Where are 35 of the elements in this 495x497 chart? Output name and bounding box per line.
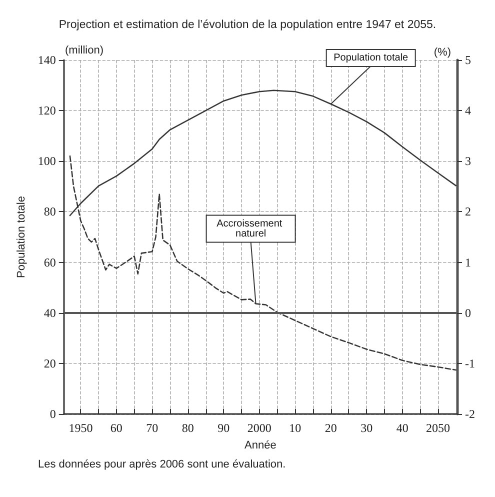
y-tick-label: 80 — [44, 204, 56, 219]
x-tick-label: 80 — [182, 421, 194, 435]
y2-tick-label: -2 — [465, 407, 475, 421]
y2-tick-label: -1 — [465, 356, 475, 370]
y-tick-label: 120 — [38, 104, 56, 118]
x-tick-label: 90 — [218, 421, 230, 435]
x-tick-label: 40 — [396, 421, 408, 435]
y2-tick-label: 0 — [465, 306, 471, 320]
y-tick-label: 140 — [38, 53, 56, 67]
x-tick-label: 10 — [289, 421, 302, 435]
x-axis-title: Année — [244, 440, 276, 452]
y-tick-label: 60 — [44, 255, 56, 270]
x-tick-label: 20 — [324, 421, 337, 435]
y2-tick-label: 5 — [465, 53, 471, 67]
y-tick-label: 0 — [50, 407, 56, 421]
x-tick-label: 70 — [146, 421, 158, 435]
y-tick-label: 40 — [44, 306, 56, 320]
y2-tick-label: 3 — [465, 154, 471, 168]
x-tick-label: 2050 — [426, 421, 450, 435]
y-tick-label: 20 — [44, 356, 56, 370]
annotation: Accroissement naturel — [216, 218, 285, 240]
x-tick-label: 60 — [110, 421, 122, 435]
y-axis-title: Population totale — [16, 196, 28, 278]
text: Les données pour après 2006 sont une évaluation. — [38, 458, 286, 470]
text: (million) — [65, 44, 104, 56]
x-tick-label: 2000 — [247, 421, 272, 435]
x-tick-label: 1950 — [68, 421, 93, 435]
y2-tick-label: 2 — [465, 204, 471, 219]
y2-tick-label: 1 — [465, 255, 471, 270]
y-tick-label: 100 — [38, 154, 56, 168]
x-tick-label: 30 — [360, 421, 373, 435]
y2-tick-label: 4 — [465, 104, 471, 118]
chart-title: Projection et estimation de l’évolution de la population entre 1947 et 2055. — [58, 19, 436, 31]
y2-axis-title: (%) — [434, 46, 451, 58]
annotation: Population totale — [334, 52, 409, 64]
